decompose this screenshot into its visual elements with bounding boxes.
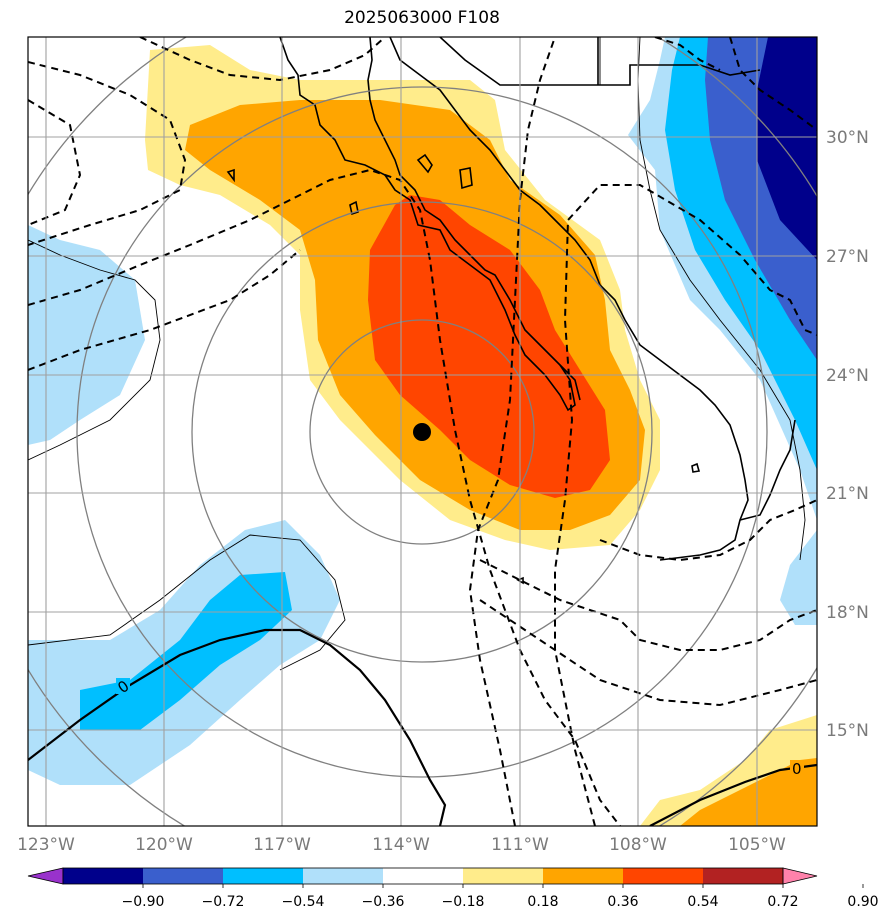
island-4	[226, 168, 235, 183]
colorbar-segment	[463, 868, 543, 884]
mainland-coast	[389, 37, 749, 561]
lat-label: 15°N	[826, 721, 869, 741]
lon-label: 117°W	[253, 835, 311, 855]
colorbar-tick-label: −0.72	[202, 894, 245, 910]
colorbar-segment	[623, 868, 703, 884]
colorbar-extend-low	[27, 867, 64, 885]
lat-label: 18°N	[826, 603, 869, 623]
range-rings	[28, 37, 817, 826]
island-2	[459, 167, 473, 190]
fill-pos-054	[368, 195, 610, 498]
map-frame	[27, 36, 818, 827]
colorbar-tick-label: 0.72	[767, 894, 798, 910]
us-mexico-border	[439, 37, 761, 86]
island-3	[349, 200, 359, 216]
colorbar: −0.90 −0.72 −0.54 −0.36 −0.18 0.18 0.36 0.54 0.7…	[27, 867, 879, 910]
island-5	[691, 462, 701, 473]
colorbar-segment	[63, 868, 143, 884]
colorbar-segment	[303, 868, 383, 884]
colorbar-tick-label: −0.18	[442, 894, 485, 910]
colorbar-segment	[223, 868, 303, 884]
map-area: 0 0	[28, 37, 817, 826]
plot-title: 2025063000 F108	[344, 8, 500, 28]
lat-label: 27°N	[826, 247, 869, 267]
fill-pos-036-se	[680, 758, 817, 826]
lon-label: 111°W	[491, 835, 549, 855]
dashed-contours	[28, 37, 817, 826]
storm-center-marker	[413, 423, 431, 441]
state-lines	[28, 37, 806, 671]
gridlines	[28, 37, 817, 826]
colorbar-tick-label: −0.54	[282, 894, 325, 910]
colorbar-segment	[543, 868, 623, 884]
colorbar-segment	[703, 868, 783, 884]
lon-label: 108°W	[609, 835, 667, 855]
colorbar-segment	[143, 868, 223, 884]
colorbar-tick-label: −0.90	[122, 894, 165, 910]
lat-label: 30°N	[826, 128, 869, 148]
colorbar-tick-label: −0.36	[362, 894, 405, 910]
lon-label: 120°W	[135, 835, 193, 855]
lon-label: 105°W	[728, 835, 786, 855]
colorbar-tick-label: 0.36	[607, 894, 638, 910]
colorbar-tick-label: 0.18	[527, 894, 558, 910]
colorbar-segment	[383, 868, 463, 884]
lat-label: 24°N	[826, 366, 869, 386]
island-1	[416, 153, 433, 174]
fill-neg-018-w	[28, 225, 145, 445]
fill-neg-072	[757, 37, 817, 260]
longitude-labels: 123°W 120°W 117°W 114°W 111°W 108°W 105°…	[17, 835, 786, 855]
colorbar-extend-high	[782, 867, 818, 885]
colorbar-tick-label: 0.54	[687, 894, 718, 910]
lon-label: 114°W	[372, 835, 430, 855]
filled-contours	[28, 37, 817, 826]
latitude-labels: 30°N 27°N 24°N 21°N 18°N 15°N	[826, 128, 869, 741]
contour-label-0-se: 0	[792, 760, 802, 778]
colorbar-tick-label: 0.90	[847, 894, 878, 910]
coastlines	[226, 37, 796, 585]
colorbar-frame	[62, 867, 784, 885]
lat-label: 21°N	[826, 484, 869, 504]
fill-neg-018-se	[780, 530, 817, 625]
lon-label: 123°W	[17, 835, 75, 855]
baja-east-coast	[367, 37, 581, 401]
baja-west-coast	[279, 37, 576, 412]
